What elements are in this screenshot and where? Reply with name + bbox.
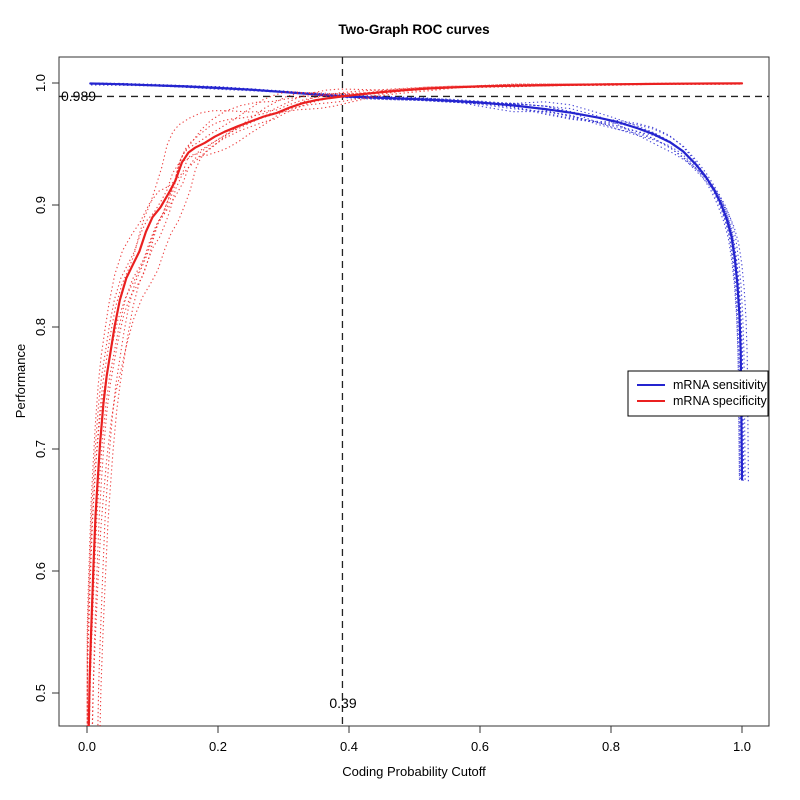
y-tick-label: 0.8 (33, 318, 48, 336)
curve-replicate-sensitivity (90, 82, 740, 478)
curve-replicate-specificity (86, 82, 743, 726)
legend-box (627, 370, 769, 417)
y-tick-label: 0.9 (33, 196, 48, 214)
y-tick-label: 1.0 (33, 74, 48, 92)
curve-replicate-sensitivity (89, 82, 746, 480)
curve-replicate-specificity (88, 82, 742, 726)
curve-replicate-specificity (91, 82, 742, 726)
curves (59, 57, 769, 726)
legend-label-specificity: mRNA specificity (673, 394, 768, 408)
hline-annotation-label: 0.989 (61, 88, 96, 104)
x-axis-label: Coding Probability Cutoff (342, 764, 486, 779)
curve-replicate-specificity (97, 83, 742, 726)
y-tick-label: 0.6 (33, 562, 48, 580)
plot-box (58, 56, 770, 727)
curve-replicate-specificity (86, 82, 743, 726)
curve-replicate-sensitivity (91, 83, 741, 482)
y-tick-label: 0.7 (33, 440, 48, 458)
curve-mean-specificity (87, 82, 744, 726)
curve-replicate-specificity (91, 83, 743, 726)
x-tick-label: 1.0 (733, 739, 751, 754)
curve-replicate-specificity (99, 82, 742, 726)
curve-replicate-specificity (86, 82, 742, 726)
x-tick-label: 0.2 (209, 739, 227, 754)
curve-replicate-sensitivity (90, 83, 743, 479)
plot-area: 0.0 0.2 0.4 0.6 0.8 1.0 0.5 0.6 0.7 0.8 0.9 1.0 (33, 56, 770, 754)
x-tick-label: 0.0 (78, 739, 96, 754)
x-tick-label: 0.8 (602, 739, 620, 754)
vline-annotation-label: 0.39 (329, 695, 356, 711)
legend-label-sensitivity: mRNA sensitivity (673, 378, 768, 392)
chart-title: Two-Graph ROC curves (338, 22, 489, 37)
y-axis-label: Performance (13, 344, 28, 418)
curve-replicate-sensitivity (90, 82, 745, 477)
curve-mean-sensitivity (89, 82, 744, 481)
legend: mRNA sensitivity mRNA specificity (627, 370, 769, 417)
y-tick-label: 0.5 (33, 684, 48, 702)
x-tick-label: 0.4 (340, 739, 358, 754)
curve-replicate-sensitivity (89, 82, 744, 484)
curve-replicate-sensitivity (89, 83, 741, 481)
x-tick-label: 0.6 (471, 739, 489, 754)
curve-replicate-sensitivity (90, 82, 749, 484)
curve-replicate-sensitivity (91, 84, 742, 479)
